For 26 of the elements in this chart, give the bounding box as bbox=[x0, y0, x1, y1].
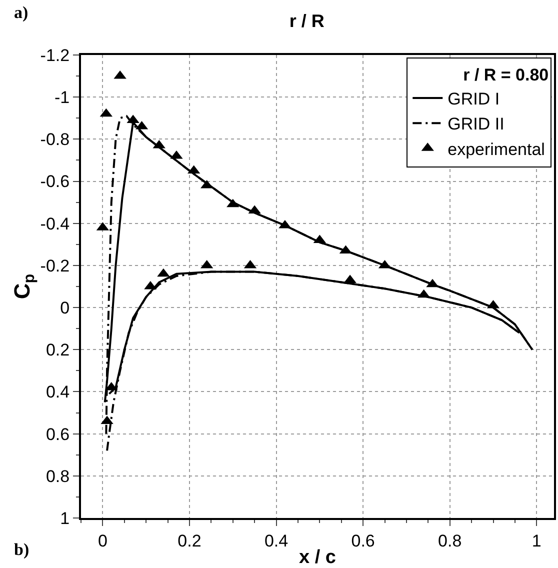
y-tick-label: 0.2 bbox=[46, 340, 70, 360]
legend-label: GRID II bbox=[448, 114, 504, 134]
y-tick-label: 0 bbox=[60, 298, 70, 318]
y-tick-label: -1.2 bbox=[40, 46, 70, 65]
y-tick-label: 0.4 bbox=[46, 382, 70, 402]
x-axis-title: x / c bbox=[299, 547, 336, 568]
chart-title: r / R bbox=[289, 10, 324, 31]
x-tick-label: 1 bbox=[532, 531, 542, 550]
y-tick-label: 1 bbox=[60, 508, 70, 528]
x-tick-label: 0.6 bbox=[351, 531, 375, 550]
legend-label: GRID I bbox=[448, 90, 500, 109]
text: b) bbox=[14, 540, 30, 559]
y-tick-label: -0.6 bbox=[40, 172, 70, 192]
legend-label: experimental bbox=[448, 140, 545, 159]
y-tick-label: 0.6 bbox=[46, 424, 70, 444]
text: a) bbox=[14, 3, 28, 22]
x-tick-label: 0 bbox=[98, 531, 108, 550]
y-tick-label: -0.8 bbox=[40, 130, 70, 150]
x-tick-label: 0.4 bbox=[264, 531, 288, 550]
legend-title: r / R = 0.80 bbox=[463, 65, 549, 84]
y-tick-label: -0.4 bbox=[40, 214, 70, 234]
x-tick-label: 0.8 bbox=[438, 531, 462, 550]
y-tick-label: -0.2 bbox=[40, 256, 70, 276]
y-tick-label: -1 bbox=[54, 88, 70, 108]
y-tick-label: 0.8 bbox=[46, 466, 70, 486]
x-tick-label: 0.2 bbox=[178, 531, 202, 550]
